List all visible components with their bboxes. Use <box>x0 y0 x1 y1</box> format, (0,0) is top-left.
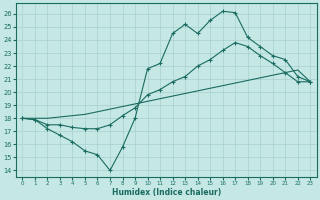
X-axis label: Humidex (Indice chaleur): Humidex (Indice chaleur) <box>112 188 221 197</box>
